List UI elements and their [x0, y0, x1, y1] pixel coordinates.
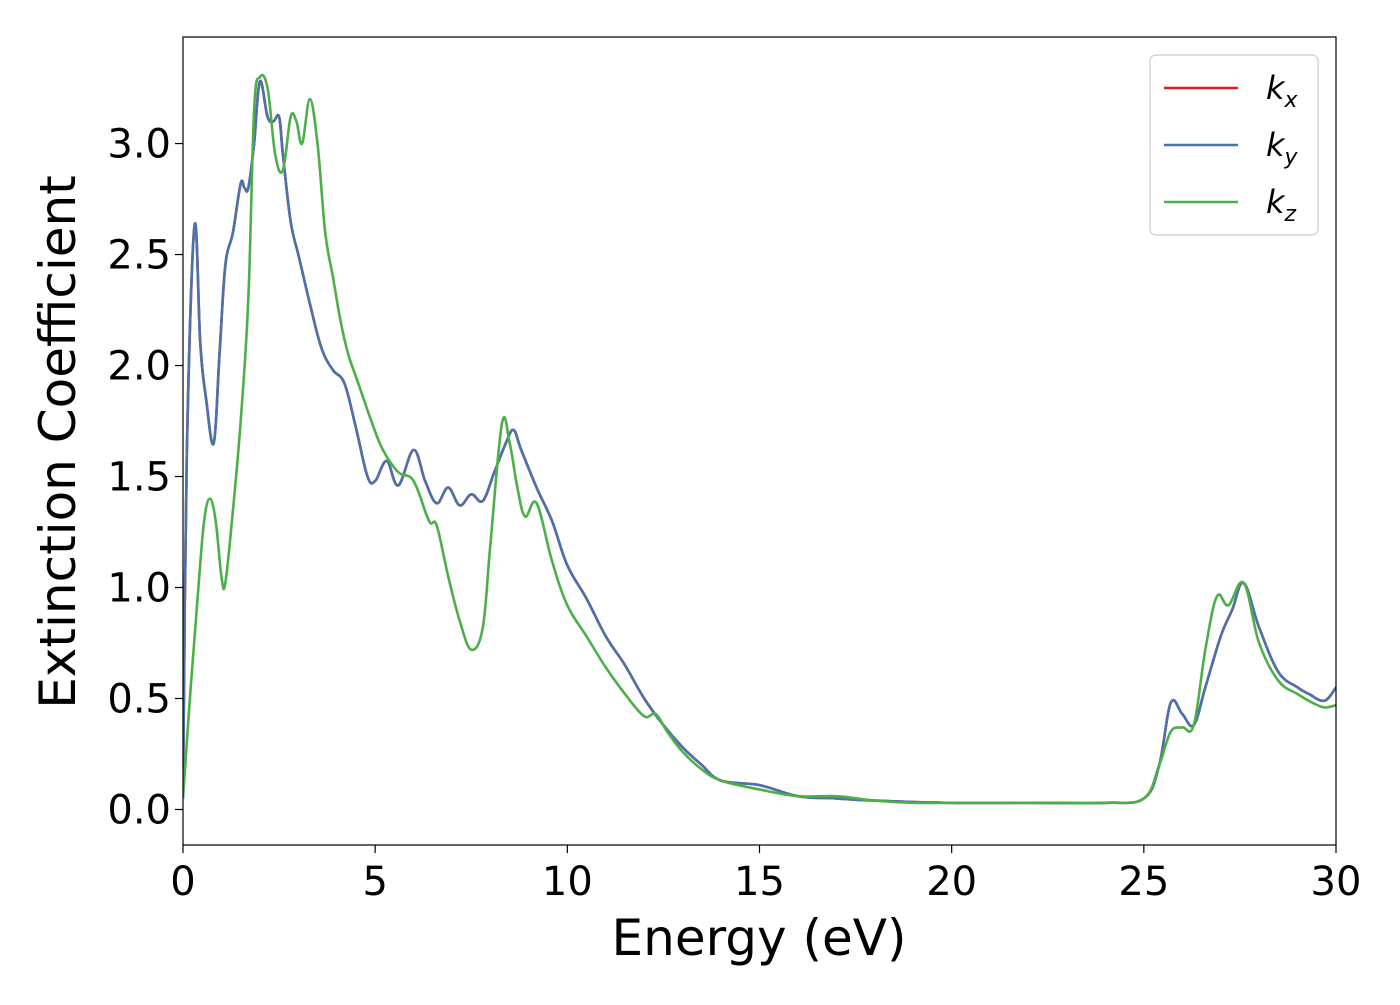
y-tick-label: 1.0: [107, 566, 171, 612]
y-tick-label: 3.0: [107, 122, 171, 168]
series-line-kz: [183, 73, 1336, 805]
series-line-ky: [183, 79, 1336, 805]
x-tick-label: 25: [1118, 859, 1169, 905]
plot-area: [183, 73, 1336, 805]
x-tick-label: 5: [362, 859, 387, 905]
x-tick-label: 10: [542, 859, 593, 905]
y-tick-label: 1.5: [107, 455, 171, 501]
x-tick-label: 15: [734, 859, 785, 905]
y-tick-label: 2.5: [107, 233, 171, 279]
x-tick-label: 0: [170, 859, 195, 905]
y-tick-label: 2.0: [107, 344, 171, 390]
axes: 0 5 10 15 20 25 30 0.0 0.5 1.0 1.5 2.0 2.5 3.0: [107, 36, 1362, 905]
y-tick-label: 0.0: [107, 787, 171, 833]
y-tick-label: 0.5: [107, 676, 171, 722]
x-tick-label: 20: [926, 859, 977, 905]
x-tick-label: 30: [1311, 859, 1362, 905]
y-axis-title: Extinction Coefficient: [29, 175, 87, 709]
x-axis-title: Energy (eV): [612, 909, 907, 967]
